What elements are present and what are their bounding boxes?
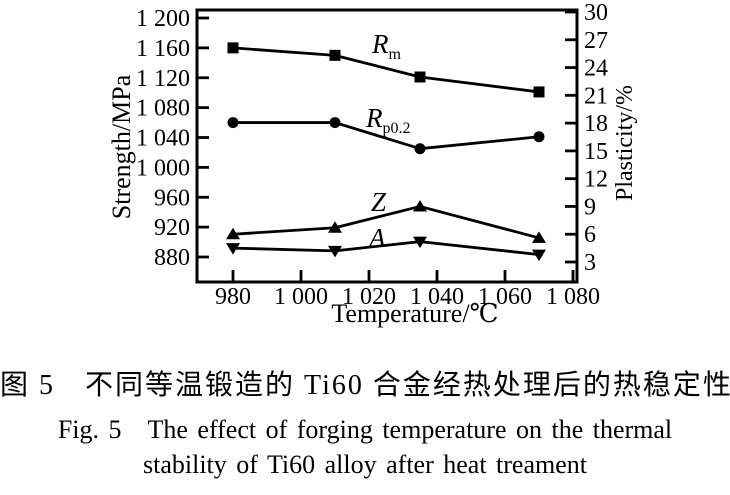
right-axis-tick-label: 24 bbox=[584, 56, 608, 82]
right-axis-title: Plasticity/% bbox=[612, 85, 638, 201]
marker-circle bbox=[533, 131, 545, 143]
marker-square bbox=[533, 86, 545, 98]
x-axis-tick-label: 980 bbox=[215, 284, 251, 310]
marker-square bbox=[329, 49, 341, 61]
marker-triangle-down bbox=[413, 236, 427, 249]
series-label-Z: Z bbox=[371, 187, 387, 217]
left-axis-title: Strength/MPa bbox=[107, 74, 136, 219]
x-axis-tick-label: 1 020 bbox=[342, 284, 396, 310]
marker-square bbox=[227, 42, 239, 54]
right-axis-tick-label: 15 bbox=[584, 139, 608, 165]
caption-english-line2: stability of Ti60 alloy after heat tream… bbox=[142, 450, 588, 479]
left-axis-tick-label: 920 bbox=[154, 215, 190, 241]
right-axis-tick-label: 3 bbox=[584, 250, 596, 276]
left-axis-tick-label: 1 160 bbox=[136, 36, 190, 62]
right-axis-tick-label: 9 bbox=[584, 194, 596, 220]
marker-triangle-down bbox=[532, 249, 546, 262]
line-chart: 880 920 960 1 000 1 040 1 080 1 120 1 160 1 200 3… bbox=[107, 0, 638, 328]
left-axis-tick-label: 1 000 bbox=[136, 155, 190, 181]
series-label-Rp0.2: Rp0.2 bbox=[365, 103, 411, 137]
series-line-A bbox=[232, 240, 540, 256]
right-axis-tick-label: 27 bbox=[584, 28, 608, 54]
left-axis-tick-label: 1 120 bbox=[136, 66, 190, 92]
marker-circle bbox=[227, 117, 239, 129]
right-axis-tick-label: 12 bbox=[584, 167, 608, 193]
x-axis-tick-label: 1 000 bbox=[274, 284, 328, 310]
right-axis-tick-label: 30 bbox=[584, 0, 608, 26]
marker-triangle-down bbox=[226, 243, 240, 255]
marker-triangle-up bbox=[226, 227, 240, 240]
marker-circle bbox=[329, 117, 341, 129]
series-line-Z bbox=[232, 205, 540, 240]
right-axis-tick-label: 6 bbox=[584, 222, 596, 248]
marker-triangle-up bbox=[532, 231, 546, 243]
series-label-A: A bbox=[367, 223, 386, 253]
right-axis-tick-label: 18 bbox=[584, 111, 608, 137]
left-axis-tick-label: 960 bbox=[154, 185, 190, 211]
marker-triangle-up bbox=[328, 221, 342, 233]
x-axis-tick-label: 1 040 bbox=[410, 284, 464, 310]
marker-triangle-up bbox=[413, 199, 427, 212]
series-label-Rm: Rm bbox=[371, 29, 402, 63]
left-axis-tick-label: 1 200 bbox=[136, 6, 190, 32]
series-line-Rm bbox=[232, 46, 540, 94]
caption-english-line1: Fig. 5 The effect of forging temperature… bbox=[57, 415, 673, 444]
right-axis-tick-label: 21 bbox=[584, 83, 608, 109]
x-axis-tick-label: 1 060 bbox=[478, 284, 532, 310]
left-axis-tick-label: 1 040 bbox=[136, 126, 190, 152]
series-line-Rp0.2 bbox=[233, 121, 540, 151]
left-axis-tick-label: 880 bbox=[154, 245, 190, 271]
caption-chinese: 图 5 不同等温锻造的 Ti60 合金经热处理后的热稳定性能 bbox=[0, 370, 730, 401]
left-axis-tick-label: 1 080 bbox=[136, 96, 190, 122]
x-axis-title: Temperature/℃ bbox=[331, 299, 498, 328]
marker-triangle-down bbox=[328, 245, 342, 258]
marker-circle bbox=[414, 143, 426, 155]
plot-border bbox=[195, 8, 579, 284]
marker-square bbox=[414, 71, 426, 83]
x-axis-tick-label: 1 080 bbox=[546, 284, 600, 310]
